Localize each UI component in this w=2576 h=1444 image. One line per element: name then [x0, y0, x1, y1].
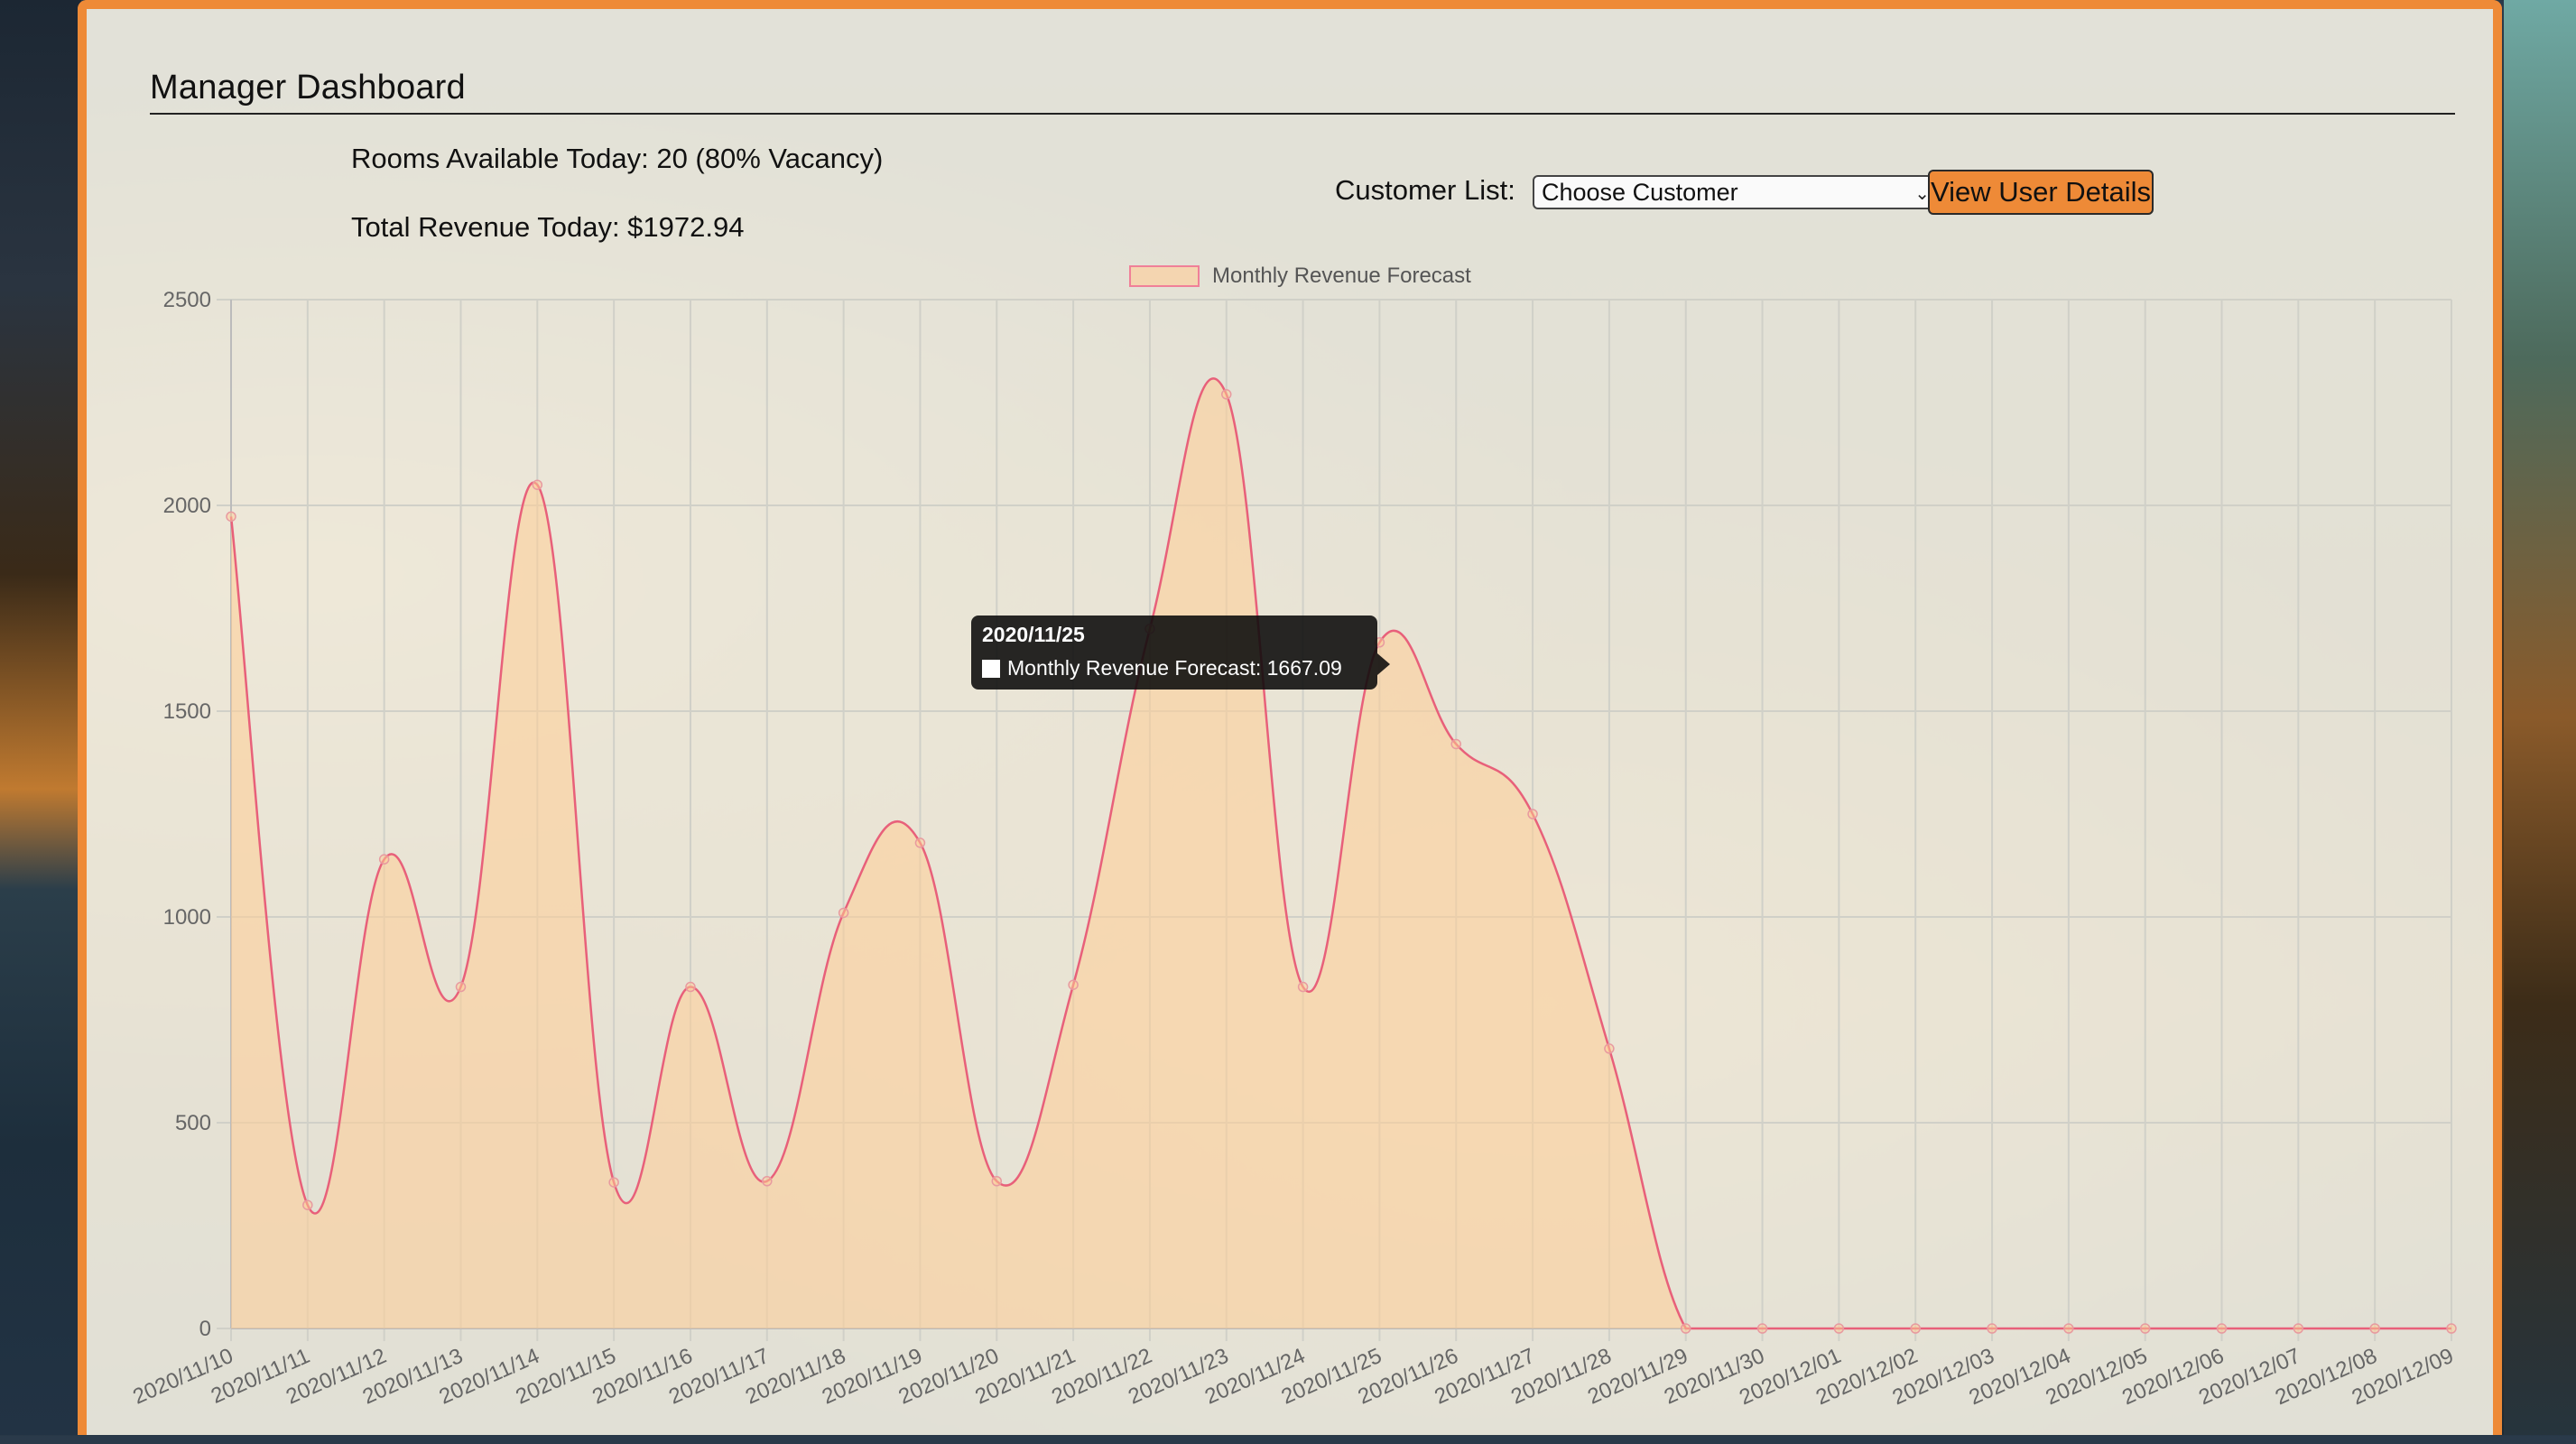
- data-point: [455, 981, 467, 993]
- data-point: [914, 838, 926, 848]
- data-point: [1604, 1043, 1615, 1054]
- chart-tooltip: 2020/11/25 Monthly Revenue Forecast: 166…: [971, 616, 1390, 690]
- data-point: [532, 479, 543, 490]
- tooltip-title: 2020/11/25: [982, 623, 1085, 646]
- data-point: [2369, 1323, 2380, 1334]
- legend-swatch: [1129, 265, 1200, 287]
- y-tick-label: 1500: [163, 699, 211, 724]
- data-point: [226, 511, 236, 523]
- data-point: [608, 1177, 619, 1188]
- total-revenue-text: Total Revenue Today: $1972.94: [351, 211, 745, 243]
- legend-label: Monthly Revenue Forecast: [1212, 264, 1471, 288]
- dashboard-panel: Manager Dashboard Rooms Available Today:…: [78, 0, 2502, 1435]
- y-tick-label: 500: [175, 1111, 211, 1135]
- data-point: [2216, 1323, 2228, 1334]
- tooltip-label: Monthly Revenue Forecast: 1667.09: [1007, 656, 1342, 680]
- y-tick-label: 2000: [163, 494, 211, 518]
- data-point: [685, 981, 696, 993]
- y-tick-label: 0: [199, 1317, 211, 1341]
- data-point: [2446, 1323, 2457, 1334]
- data-point: [2139, 1323, 2151, 1334]
- data-point: [378, 854, 390, 865]
- revenue-chart[interactable]: 050010001500200025002020/11/102020/11/11…: [87, 9, 2493, 1444]
- view-user-details-button[interactable]: View User Details: [1928, 170, 2154, 215]
- data-point: [1833, 1323, 1845, 1334]
- data-point: [1450, 738, 1461, 750]
- customer-list-label: Customer List:: [1335, 174, 1515, 206]
- data-point: [2063, 1323, 2074, 1334]
- rooms-available-text: Rooms Available Today: 20 (80% Vacancy): [351, 143, 884, 174]
- title-divider: [150, 113, 2455, 115]
- data-point: [302, 1199, 313, 1210]
- data-point: [1910, 1323, 1921, 1334]
- y-tick-label: 1000: [163, 905, 211, 930]
- chevron-down-icon: ⌄: [1914, 184, 1930, 204]
- data-point: [1987, 1323, 1997, 1334]
- data-point: [1297, 981, 1309, 993]
- page-title: Manager Dashboard: [150, 69, 466, 106]
- chart-legend[interactable]: Monthly Revenue Forecast: [1129, 264, 1471, 289]
- data-point: [991, 1176, 1003, 1187]
- data-point: [1527, 809, 1538, 819]
- data-point: [1221, 389, 1232, 400]
- data-point: [1756, 1323, 1768, 1334]
- data-point: [1680, 1323, 1691, 1334]
- background-left: [0, 0, 81, 1435]
- series-line: [229, 377, 2451, 1330]
- y-tick-label: 2500: [163, 288, 211, 312]
- data-point: [838, 907, 849, 919]
- customer-select-value: Choose Customer: [1542, 178, 1738, 206]
- data-point: [762, 1176, 773, 1187]
- tooltip-swatch: [982, 659, 1000, 678]
- data-point: [2293, 1323, 2304, 1334]
- customer-select[interactable]: Choose Customer ⌄: [1533, 175, 1941, 209]
- background-right: [2504, 0, 2576, 1435]
- data-point: [1068, 979, 1079, 990]
